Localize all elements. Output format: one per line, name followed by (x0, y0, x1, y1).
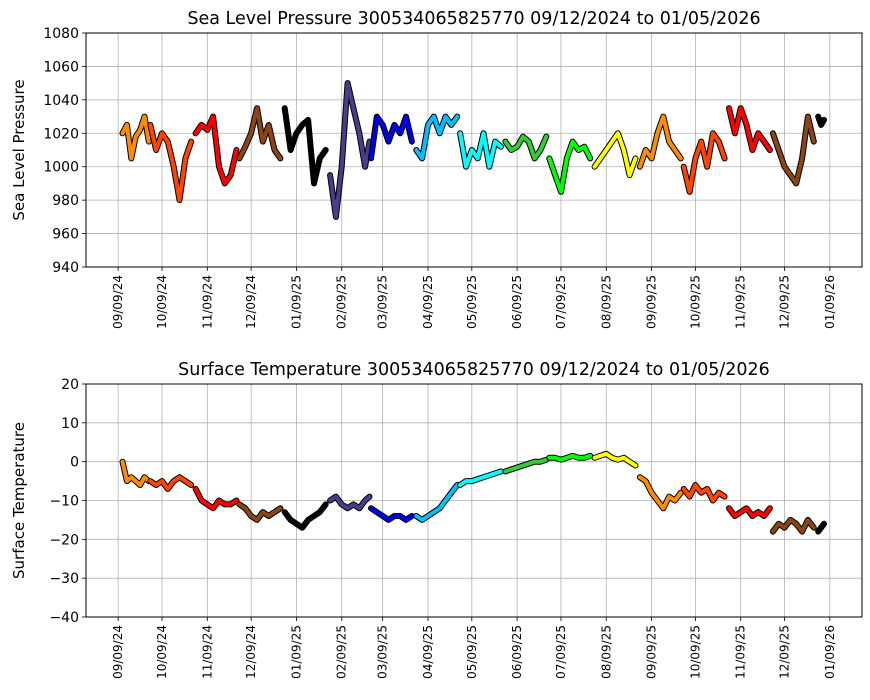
x-tick-label: 08/09/25 (599, 275, 613, 329)
x-tick-label: 01/09/26 (823, 625, 837, 679)
y-tick-label: 20 (61, 377, 79, 393)
chart-title: Sea Level Pressure 300534065825770 09/12… (187, 9, 760, 29)
line (816, 521, 826, 534)
x-tick-label: 04/09/25 (421, 275, 435, 329)
line (681, 131, 727, 194)
line (547, 139, 593, 194)
y-tick-label: 10 (61, 416, 79, 432)
line (120, 114, 151, 161)
x-tick-label: 12/09/24 (244, 275, 258, 329)
line (503, 457, 549, 474)
line (237, 502, 283, 522)
x-tick-label: 06/09/25 (510, 625, 524, 679)
x-tick-label: 03/09/25 (376, 625, 390, 679)
x-tick-label: 12/09/24 (244, 625, 258, 679)
line (458, 131, 503, 169)
x-tick-label: 09/09/25 (645, 625, 659, 679)
x-tick-label: 10/09/24 (155, 625, 169, 679)
x-tick-label: 10/09/25 (688, 625, 702, 679)
x-tick-label: 11/09/24 (200, 275, 214, 329)
y-tick-label: 960 (52, 227, 79, 243)
y-axis-label: Sea Level Pressure (10, 79, 28, 220)
line (282, 106, 328, 186)
x-tick-label: 11/09/24 (200, 625, 214, 679)
x-tick-label: 12/09/25 (778, 625, 792, 679)
line (637, 475, 683, 511)
y-tick-label: 1000 (43, 160, 79, 176)
y-tick-label: 940 (52, 260, 79, 276)
line (637, 114, 683, 169)
x-tick-label: 09/09/25 (645, 275, 659, 329)
plot-area (119, 80, 827, 220)
x-tick-label: 11/09/25 (734, 625, 748, 679)
x-tick-label: 04/09/25 (421, 625, 435, 679)
chart-title: Surface Temperature 300534065825770 09/1… (178, 360, 770, 380)
plot-area (119, 450, 827, 535)
line (816, 114, 826, 127)
line (414, 114, 460, 161)
y-tick-label: 1040 (43, 93, 79, 109)
x-tick-label: 05/09/25 (465, 275, 479, 329)
y-tick-label: 980 (52, 193, 79, 209)
x-tick-label: 09/09/24 (111, 625, 125, 679)
x-tick-label: 12/09/25 (778, 275, 792, 329)
line (503, 134, 549, 161)
line (547, 453, 593, 462)
x-tick-label: 09/09/24 (111, 275, 125, 329)
line (193, 114, 239, 186)
y-tick-label: −40 (49, 610, 79, 626)
x-tick-label: 10/09/24 (155, 275, 169, 329)
line (592, 131, 638, 178)
x-tick-label: 07/09/25 (554, 275, 568, 329)
x-tick-label: 07/09/25 (554, 625, 568, 679)
y-tick-label: −10 (49, 494, 79, 510)
x-tick-label: 01/09/25 (289, 275, 303, 329)
line (727, 106, 772, 152)
x-tick-label: 03/09/25 (376, 275, 390, 329)
y-tick-label: 1080 (43, 26, 79, 42)
x-tick-label: 05/09/25 (465, 625, 479, 679)
y-tick-label: 0 (70, 455, 79, 471)
line (727, 506, 772, 518)
line (369, 506, 414, 522)
x-tick-label: 11/09/25 (734, 275, 748, 329)
line (770, 517, 816, 534)
x-tick-label: 02/09/25 (335, 625, 349, 679)
line (681, 483, 727, 503)
line (328, 81, 372, 219)
line (120, 459, 151, 487)
line (770, 114, 816, 186)
line (328, 494, 372, 511)
line (592, 451, 638, 468)
x-tick-label: 01/09/25 (289, 625, 303, 679)
plot-frame (85, 32, 863, 268)
y-tick-label: −30 (49, 571, 79, 587)
y-axis-label: Surface Temperature (10, 422, 28, 579)
line (369, 114, 414, 161)
y-tick-label: 1060 (43, 59, 79, 75)
x-tick-label: 02/09/25 (335, 275, 349, 329)
line (237, 106, 283, 161)
y-tick-label: 1020 (43, 126, 79, 142)
line (148, 122, 194, 203)
line (282, 502, 328, 530)
plot-frame (85, 383, 863, 618)
x-tick-label: 10/09/25 (688, 275, 702, 329)
line (193, 486, 239, 511)
line (148, 475, 194, 491)
x-tick-label: 06/09/25 (510, 275, 524, 329)
y-tick-label: −20 (49, 532, 79, 548)
x-tick-label: 08/09/25 (599, 625, 613, 679)
line (458, 469, 503, 487)
x-tick-label: 01/09/26 (823, 275, 837, 329)
line (414, 483, 460, 522)
